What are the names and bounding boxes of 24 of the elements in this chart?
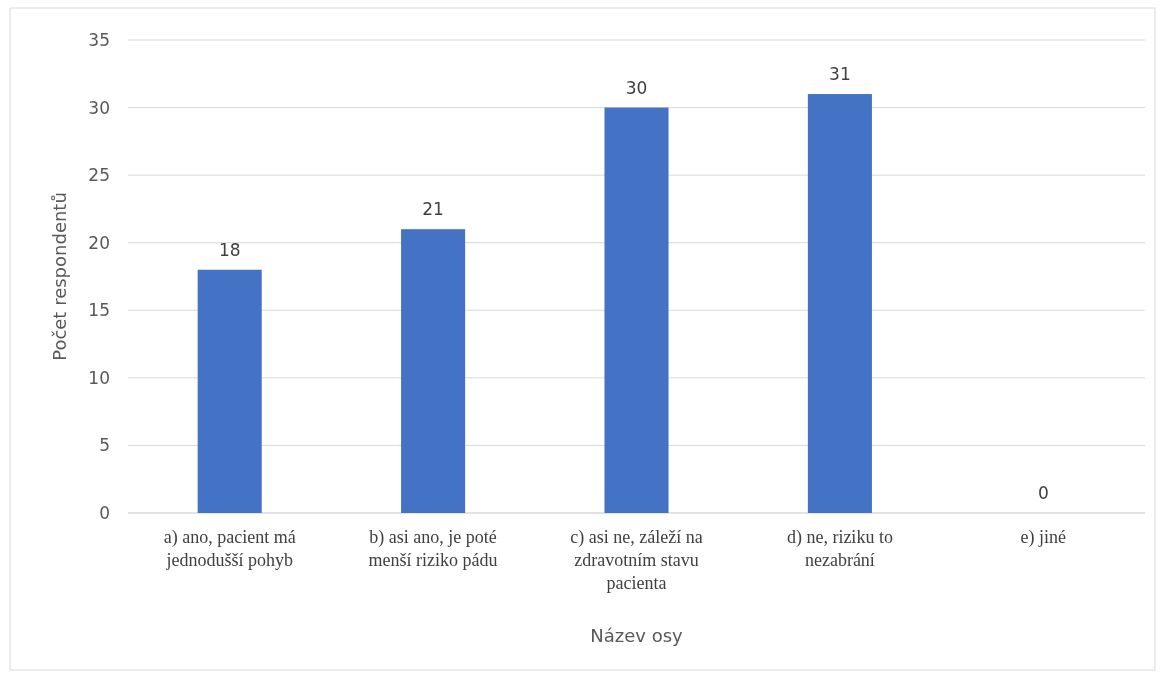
bar xyxy=(807,94,872,513)
x-tick-label: a) ano, pacient má jednodušší pohyb xyxy=(163,527,296,570)
y-tick-label: 35 xyxy=(88,29,110,50)
y-tick-label: 20 xyxy=(88,232,110,253)
bar xyxy=(401,229,466,513)
data-label: 30 xyxy=(625,77,648,98)
x-tick-label: b) asi ano, je poté menší riziko pádu xyxy=(368,527,498,570)
y-tick-label: 0 xyxy=(99,502,110,523)
data-label: 0 xyxy=(1037,483,1049,503)
x-tick-label: e) jiné xyxy=(1020,527,1067,548)
bar xyxy=(604,107,669,513)
y-tick-label: 25 xyxy=(88,165,110,186)
data-label: 18 xyxy=(218,239,241,260)
y-tick-label: 5 xyxy=(99,435,110,456)
data-label: 21 xyxy=(422,199,444,220)
bar xyxy=(197,269,262,513)
x-tick-label: c) asi ne, záleží na zdravotním stavu pacienta xyxy=(570,527,703,593)
data-label: 31 xyxy=(829,64,851,85)
x-axis-title: Název osy xyxy=(590,625,684,646)
y-tick-label: 10 xyxy=(88,367,110,388)
y-tick-label: 15 xyxy=(88,300,110,321)
x-tick-label: d) ne, riziku to nezabrání xyxy=(786,527,893,570)
y-tick-label: 30 xyxy=(88,97,110,118)
y-axis-title: Počet respondentů xyxy=(49,192,70,361)
